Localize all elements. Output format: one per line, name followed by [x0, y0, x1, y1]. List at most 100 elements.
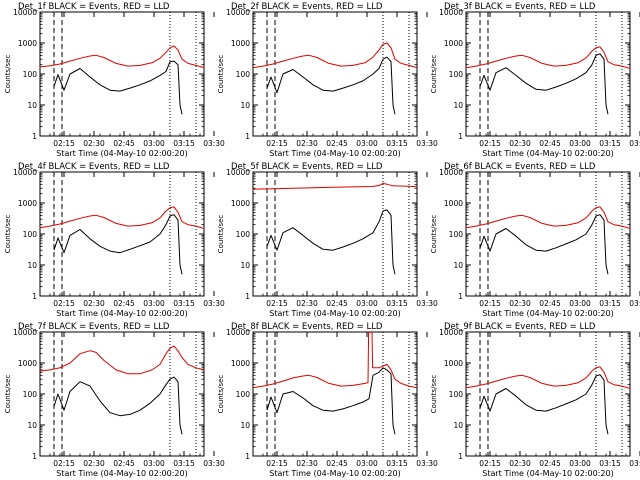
x-tick-label: 02:15	[53, 459, 75, 468]
x-tick-label: 02:45	[113, 139, 135, 148]
series-line-events	[479, 374, 609, 435]
x-tick-label: 03:15	[173, 139, 195, 148]
y-tick-label: 1000	[231, 39, 250, 48]
y-tick-label: 1000	[444, 359, 463, 368]
x-tick-label: 03:15	[599, 139, 621, 148]
x-axis-label: Start Time (04-May-10 02:00:20)	[269, 309, 400, 318]
x-tick-label: 03:30	[203, 139, 225, 148]
panel-title: Det_1f BLACK = Events, RED = LLD	[18, 2, 170, 12]
axes-frame	[465, 11, 631, 137]
y-tick-label: 100	[449, 70, 464, 79]
y-tick-label: 10000	[226, 8, 250, 17]
y-tick-label: 10	[27, 261, 37, 270]
x-tick-label: 02:30	[83, 139, 105, 148]
x-tick-label: 02:30	[509, 459, 531, 468]
x-axis-label: Start Time (04-May-10 02:00:20)	[482, 309, 613, 318]
y-tick-label: 10000	[13, 8, 37, 17]
y-axis-label: Counts/sec	[4, 55, 12, 94]
y-axis-label: Counts/sec	[4, 375, 12, 414]
x-tick-label: 02:45	[326, 139, 348, 148]
x-tick-label: 03:00	[143, 139, 165, 148]
panel-9: Det_9f BLACK = Events, RED = LLD 1 10 100 10…	[430, 322, 640, 478]
x-tick-label: 02:30	[296, 139, 318, 148]
y-tick-label: 10	[453, 421, 463, 430]
x-tick-label: 03:00	[569, 459, 591, 468]
x-tick-label: 02:45	[113, 299, 135, 308]
y-tick-label: 10	[240, 421, 250, 430]
axes-frame	[465, 331, 631, 457]
x-tick-label: 03:30	[629, 139, 640, 148]
x-tick-label: 03:15	[173, 459, 195, 468]
y-tick-label: 1	[458, 132, 463, 141]
axes-frame	[465, 171, 631, 297]
axes-frame	[39, 171, 205, 297]
panel-title: Det_2f BLACK = Events, RED = LLD	[231, 2, 383, 12]
panel-6: Det_6f BLACK = Events, RED = LLD 1 10 100 10…	[430, 162, 640, 318]
panel-title: Det_9f BLACK = Events, RED = LLD	[444, 322, 596, 332]
series-line-events	[266, 367, 396, 435]
y-tick-label: 10000	[439, 168, 463, 177]
series-line-events	[266, 56, 396, 115]
x-tick-label: 02:15	[479, 139, 501, 148]
panel-title: Det_5f BLACK = Events, RED = LLD	[231, 162, 383, 172]
y-tick-label: 1	[245, 132, 250, 141]
y-axis-label: Counts/sec	[430, 215, 438, 254]
x-tick-label: 02:30	[83, 459, 105, 468]
series-line-lld	[466, 206, 630, 229]
panel-title: Det_7f BLACK = Events, RED = LLD	[18, 322, 170, 332]
y-axis-label: Counts/sec	[430, 55, 438, 94]
y-axis-label: Counts/sec	[217, 375, 225, 414]
panel-2: Det_2f BLACK = Events, RED = LLD 1 10 100 10…	[217, 2, 438, 158]
series-line-lld	[466, 46, 630, 69]
x-tick-label: 03:30	[416, 139, 438, 148]
x-tick-label: 03:00	[569, 139, 591, 148]
x-tick-label: 03:00	[356, 299, 378, 308]
x-tick-label: 03:00	[356, 139, 378, 148]
y-tick-label: 10	[240, 261, 250, 270]
x-tick-label: 03:00	[143, 459, 165, 468]
series-line-events	[266, 209, 396, 275]
y-tick-label: 10000	[226, 328, 250, 337]
y-tick-label: 1000	[231, 199, 250, 208]
y-tick-label: 10000	[226, 168, 250, 177]
panel-title: Det_8f BLACK = Events, RED = LLD	[231, 322, 383, 332]
axes-frame	[252, 171, 418, 297]
panel-7: Det_7f BLACK = Events, RED = LLD 1 10 100 10…	[4, 322, 225, 478]
x-tick-label: 02:30	[509, 139, 531, 148]
panel-4: Det_4f BLACK = Events, RED = LLD 1 10 100 10…	[4, 162, 225, 318]
y-tick-label: 10000	[439, 328, 463, 337]
x-tick-label: 02:15	[479, 459, 501, 468]
x-tick-label: 03:15	[599, 459, 621, 468]
x-tick-label: 03:30	[203, 299, 225, 308]
x-tick-label: 03:30	[416, 459, 438, 468]
x-axis-label: Start Time (04-May-10 02:00:20)	[56, 149, 187, 158]
y-tick-label: 100	[236, 390, 251, 399]
x-tick-label: 03:15	[386, 139, 408, 148]
series-line-lld	[253, 332, 417, 389]
series-line-lld	[253, 42, 417, 69]
axes-frame	[39, 11, 205, 137]
series-line-events	[53, 60, 183, 115]
y-tick-label: 1000	[444, 199, 463, 208]
x-tick-label: 03:00	[569, 299, 591, 308]
y-tick-label: 1	[32, 452, 37, 461]
x-tick-label: 02:15	[53, 139, 75, 148]
y-tick-label: 10000	[13, 168, 37, 177]
y-tick-label: 1000	[18, 199, 37, 208]
x-tick-label: 03:15	[599, 299, 621, 308]
x-tick-label: 02:15	[53, 299, 75, 308]
y-axis-label: Counts/sec	[430, 375, 438, 414]
panel-title: Det_3f BLACK = Events, RED = LLD	[444, 2, 596, 12]
x-tick-label: 03:15	[386, 459, 408, 468]
x-axis-label: Start Time (04-May-10 02:00:20)	[482, 469, 613, 478]
x-tick-label: 03:30	[629, 299, 640, 308]
x-tick-label: 02:45	[326, 299, 348, 308]
x-tick-label: 03:00	[356, 459, 378, 468]
x-tick-label: 02:45	[539, 139, 561, 148]
axes-frame	[252, 331, 418, 457]
y-tick-label: 1	[458, 292, 463, 301]
y-tick-label: 100	[449, 230, 464, 239]
x-tick-label: 02:15	[266, 299, 288, 308]
y-tick-label: 10	[453, 261, 463, 270]
